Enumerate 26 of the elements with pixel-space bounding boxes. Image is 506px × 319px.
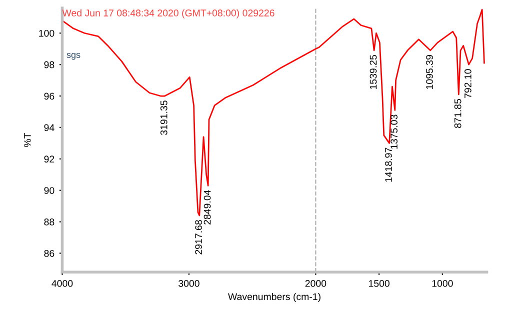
x-tick-label: 2000 xyxy=(305,280,326,287)
y-tick-label: 100 xyxy=(39,30,54,37)
annotation: 1539.25 xyxy=(370,54,377,89)
x-tick-label: 3000 xyxy=(178,280,200,287)
y-tick-label: 88 xyxy=(44,218,54,226)
x-tick-label: 1500 xyxy=(368,280,390,287)
x-tick-label: 4000 xyxy=(52,280,73,287)
y-tick-label: 90 xyxy=(44,187,54,194)
annotation: 3191.35 xyxy=(160,100,168,135)
annotation: 792.10 xyxy=(464,69,472,98)
x-tick-label: 1000 xyxy=(432,280,453,287)
y-axis-title: %T xyxy=(24,132,31,147)
y-tick-label: 98 xyxy=(44,61,54,68)
annotation: 871.85 xyxy=(454,99,462,128)
y-tick-label: 86 xyxy=(44,250,54,257)
annotation: Wed Jun 17 08:48:34 2020 (GMT+08:00) 029226 xyxy=(62,9,274,18)
y-tick-label: 94 xyxy=(44,124,54,132)
annotation: 2917.68 xyxy=(195,220,202,254)
annotation: 1418.97 xyxy=(385,148,392,182)
annotation: sgs xyxy=(66,53,80,60)
annotation: 1375.03 xyxy=(390,114,398,149)
annotation: 2849.04 xyxy=(204,190,211,224)
y-tick-label: 96 xyxy=(44,92,54,100)
x-axis-title: Wavenumbers (cm-1) xyxy=(228,292,320,302)
y-tick-label: 92 xyxy=(44,156,54,163)
annotation: 1095.39 xyxy=(426,55,433,89)
